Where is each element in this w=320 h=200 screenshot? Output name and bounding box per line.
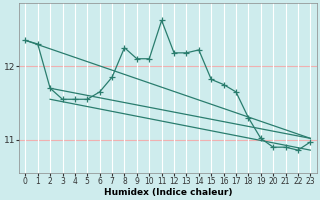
X-axis label: Humidex (Indice chaleur): Humidex (Indice chaleur) (104, 188, 232, 197)
